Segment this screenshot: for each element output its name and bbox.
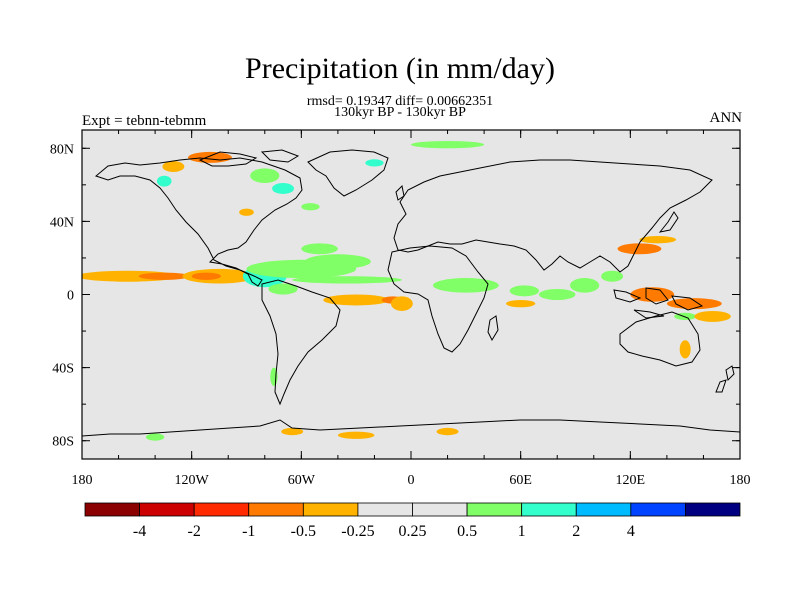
- anomaly-patch: [365, 159, 384, 167]
- colorbar-label: 0.25: [399, 523, 427, 540]
- anomaly-patch: [432, 278, 499, 293]
- colorbar-swatch: [248, 502, 304, 517]
- anomaly-patch: [268, 283, 298, 295]
- anomaly-patch: [323, 294, 390, 306]
- y-tick-label: 0: [67, 289, 74, 304]
- anomaly-patch: [239, 208, 254, 216]
- experiment-label: Expt = tebnn-tebmm: [82, 113, 207, 129]
- anomaly-patch: [281, 427, 304, 436]
- x-tick-label: 60W: [288, 473, 316, 488]
- map-background: [82, 130, 740, 459]
- anomaly-patch: [304, 254, 371, 269]
- anomaly-patch: [337, 431, 375, 439]
- coastline-north-america: [94, 157, 303, 287]
- y-tick-label: 80N: [50, 142, 74, 157]
- coastline-south-america: [261, 279, 341, 406]
- season-label: ANN: [709, 110, 743, 126]
- coastline-antarctica: [82, 419, 740, 437]
- anomaly-patch: [666, 298, 722, 310]
- coastline-new-zealand: [715, 365, 735, 393]
- anomaly-patch: [162, 161, 185, 173]
- coastline-greenland: [307, 149, 389, 197]
- coastline-maritime-continent: [613, 287, 704, 319]
- x-tick-label: 180: [72, 473, 93, 488]
- colorbar-swatch: [357, 502, 413, 517]
- coastline-uk: [395, 184, 405, 201]
- anomaly-patch: [601, 270, 624, 282]
- anomaly-patch: [509, 285, 539, 297]
- x-tick-label: 180: [730, 473, 751, 488]
- anomaly-patch: [411, 140, 485, 149]
- subtitle-stats: rmsd= 0.19347 diff= 0.00662351: [306, 94, 494, 109]
- x-tick-label: 0: [408, 473, 415, 488]
- x-tick-label: 120W: [175, 473, 210, 488]
- x-tick-label: 120E: [616, 473, 646, 488]
- colorbar-swatch: [139, 502, 195, 517]
- coastline-madagascar: [487, 315, 499, 342]
- colorbar-swatch: [575, 502, 632, 517]
- y-axis: 80N 40N 0 40S 80S: [50, 142, 740, 450]
- y-tick-label: 40S: [52, 362, 74, 377]
- colorbar-swatch: [302, 502, 359, 517]
- coastline-australia: [619, 311, 701, 367]
- chart-title: Precipitation (in mm/day): [245, 52, 555, 85]
- coastline-africa: [387, 245, 489, 353]
- anomaly-patch: [156, 175, 172, 187]
- x-tick-label: 60E: [509, 473, 532, 488]
- colorbar-label: -4: [133, 523, 146, 540]
- anomaly-patch: [617, 243, 662, 255]
- colorbar-label: 1: [518, 523, 526, 540]
- colorbar-swatch: [466, 502, 523, 517]
- anomaly-patch: [390, 296, 413, 311]
- y-tick-label: 40N: [50, 215, 74, 230]
- anomaly-patch: [250, 168, 280, 184]
- y-tick-label: 80S: [52, 435, 74, 450]
- colorbar-label: 2: [572, 523, 580, 540]
- anomaly-patch: [679, 340, 691, 359]
- anomaly-patch: [292, 276, 402, 284]
- anomaly-patch: [639, 236, 677, 244]
- coastlines: [82, 149, 740, 437]
- anomaly-patch: [301, 203, 320, 211]
- anomaly-patch: [570, 278, 600, 293]
- colorbar-label: 4: [627, 523, 635, 540]
- anomaly-patch: [538, 289, 576, 300]
- anomaly-patch: [188, 151, 232, 163]
- anomaly-patch: [138, 272, 190, 280]
- anomaly-patch: [301, 243, 338, 255]
- colorbar-swatch: [412, 502, 468, 517]
- anomaly-patch: [694, 310, 731, 322]
- anomaly-patch: [191, 272, 221, 280]
- colorbar-swatch: [193, 502, 250, 517]
- anomaly-patch: [506, 299, 536, 308]
- anomaly-patch: [436, 427, 459, 436]
- map-panel: [81, 129, 741, 460]
- anomaly-patch: [272, 183, 295, 194]
- colorbar-swatch: [84, 502, 140, 517]
- colorbar-label: -0.25: [341, 523, 374, 540]
- subtitle-period: 130kyr BP - 130kyr BP: [334, 105, 466, 120]
- colorbar-label: -0.5: [291, 523, 316, 540]
- coastline-eurasia: [393, 159, 713, 273]
- coastline-arctic-islands: [198, 149, 300, 167]
- anomaly-patch: [145, 433, 165, 441]
- anomaly-patch: [630, 287, 675, 302]
- colorbar-swatch: [630, 502, 686, 517]
- x-axis: 180 120W 60W 0 60E 120E 180: [72, 130, 751, 488]
- colorbar-swatch: [685, 502, 741, 517]
- coastline-japan: [658, 211, 679, 233]
- colorbar-label: 0.5: [457, 523, 477, 540]
- colorbar: -4 -2 -1 -0.5 -0.25 0.25 0.5 1 2 4: [84, 502, 741, 540]
- anomaly-layer: [82, 140, 731, 441]
- colorbar-label: -1: [242, 523, 255, 540]
- colorbar-label: -2: [188, 523, 201, 540]
- colorbar-swatch: [521, 502, 577, 517]
